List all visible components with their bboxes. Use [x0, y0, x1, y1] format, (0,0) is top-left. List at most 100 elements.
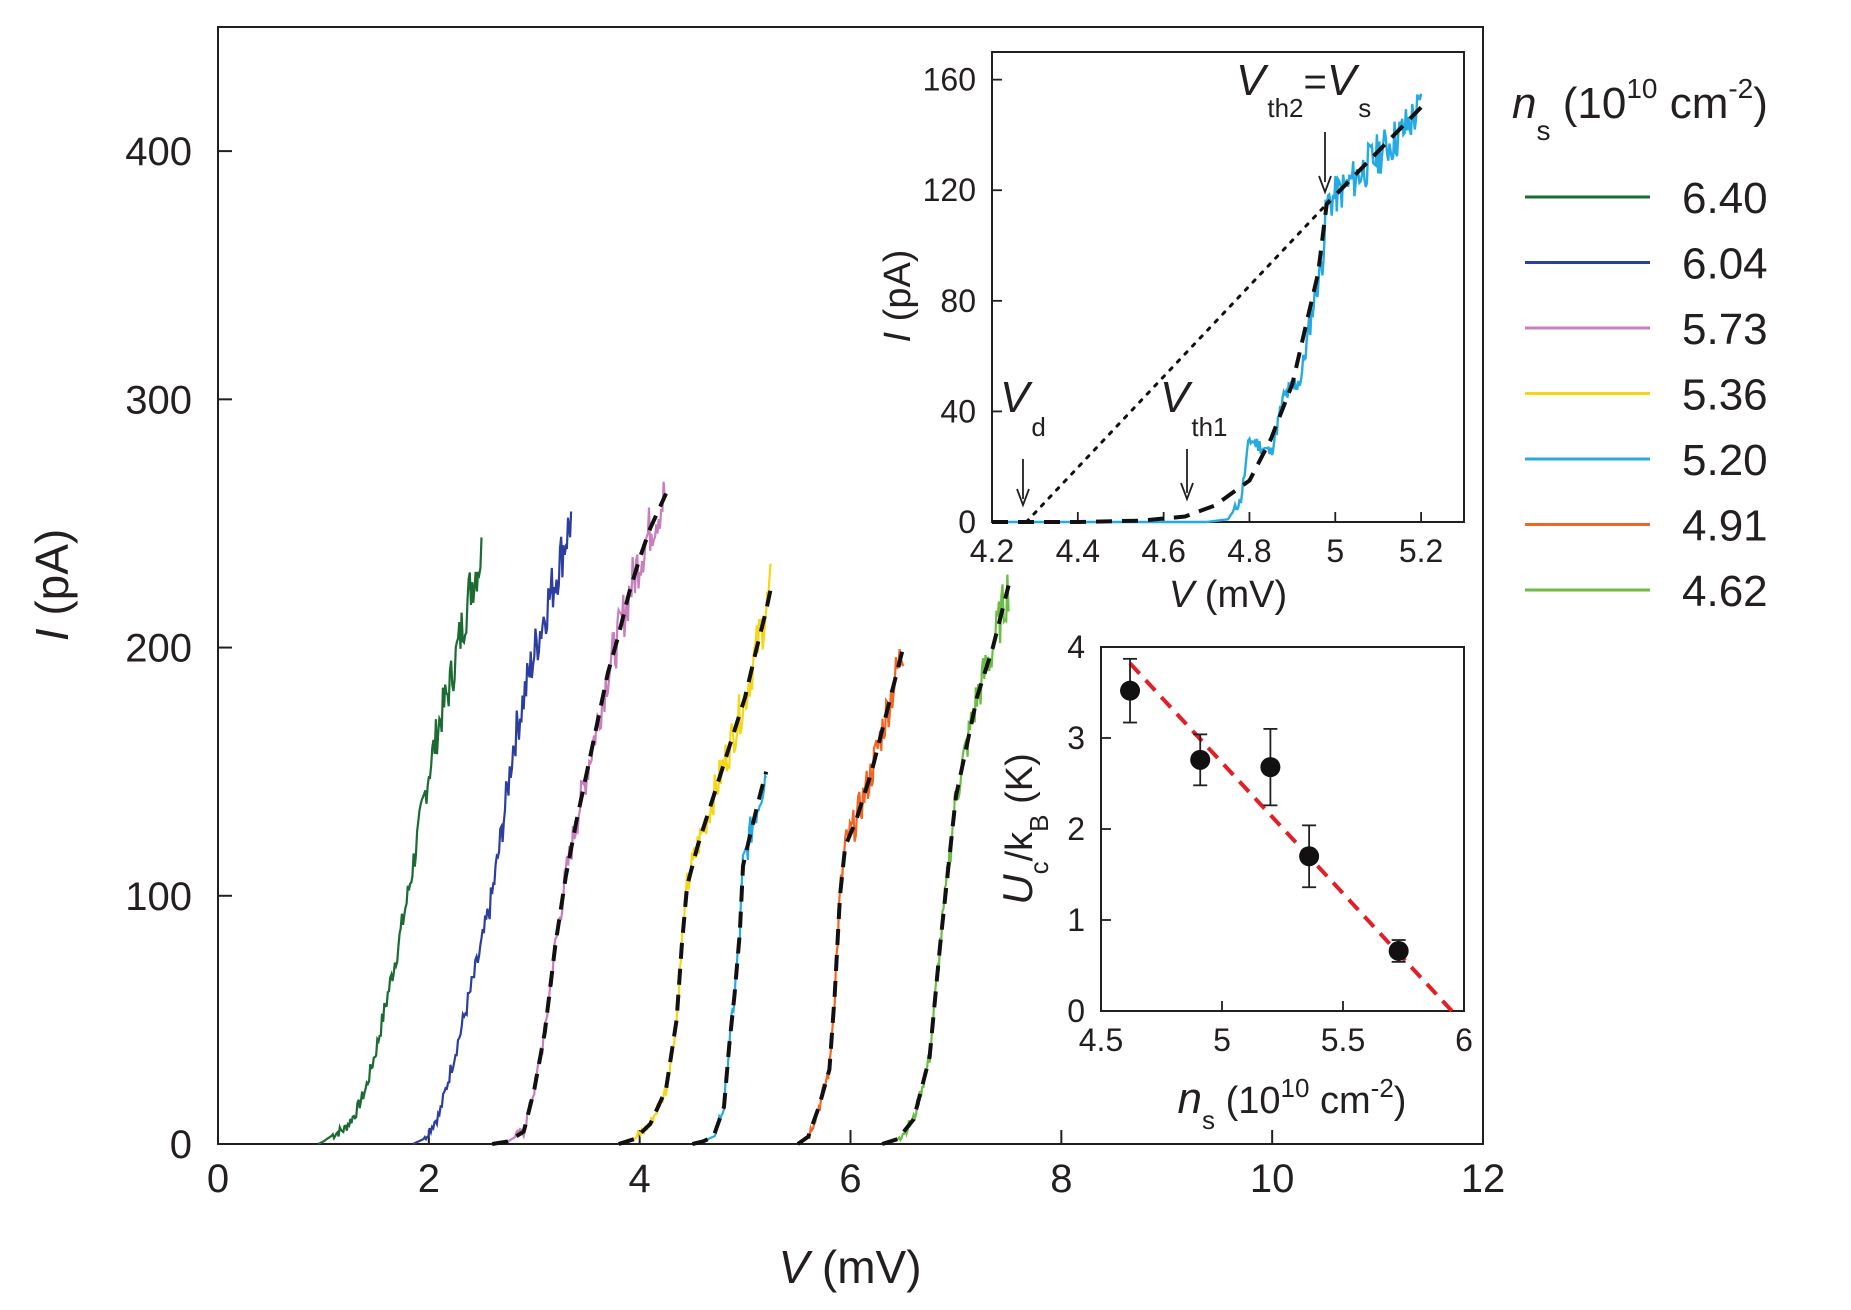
legend-label: 5.36 — [1682, 371, 1768, 420]
legend-title-exp2: -2 — [1728, 73, 1753, 104]
vth2-label-sub2: s — [1358, 93, 1371, 123]
uc-point — [1120, 657, 1141, 724]
inset-iv-plot: 4.2 4.4 4.6 4.8 5 5.2 0 40 80 120 160 V (mV) I (p… — [877, 51, 1465, 616]
series-6.04 — [412, 511, 573, 1145]
uc-y-label-c: c — [1024, 861, 1054, 874]
iv-y-tick-label: 0 — [958, 504, 976, 540]
legend-label: 4.62 — [1682, 567, 1768, 616]
legend-title-symbol: n — [1512, 79, 1536, 128]
main-y-tick-label: 300 — [125, 378, 192, 422]
main-x-tick-label: 12 — [1461, 1157, 1506, 1201]
legend-label: 5.73 — [1682, 305, 1768, 354]
legend-title-prefix: (10 — [1550, 79, 1626, 128]
legend-label: 6.40 — [1682, 174, 1768, 223]
legend-item: 4.62 — [1525, 567, 1768, 616]
vth2-label-sub: th2 — [1267, 93, 1303, 123]
main-y-tick-label: 400 — [125, 130, 192, 174]
uc-point — [1260, 728, 1281, 807]
legend: ns (1010 cm-2) 6.40 6.04 5.73 5.36 5.20 4.91 4… — [1512, 73, 1768, 616]
main-series-group — [317, 481, 1011, 1146]
fit-curve-4.62 — [881, 585, 1011, 1146]
uc-marker — [1260, 757, 1281, 778]
uc-y-label-u: U — [994, 874, 1041, 905]
extrapolation-line — [1024, 202, 1329, 524]
iv-y-tick-label: 40 — [940, 393, 976, 429]
vth1-label-sub: th1 — [1191, 412, 1227, 442]
iv-x-tick-label: 4.6 — [1141, 533, 1185, 569]
iv-x-tick-label: 4.4 — [1056, 533, 1100, 569]
main-x-tick-label: 10 — [1250, 1157, 1295, 1201]
uc-marker — [1190, 749, 1211, 770]
main-x-tick-label: 8 — [1050, 1157, 1072, 1201]
main-y-label: I (pA) — [26, 529, 78, 641]
inset-iv-y-label: I (pA) — [877, 250, 919, 343]
inset-iv-x-label-unit: (mV) — [1194, 574, 1287, 616]
main-x-label: V (mV) — [778, 1241, 921, 1293]
vth2-label: Vth2=Vs — [1236, 56, 1371, 123]
iv-fit-curve — [992, 105, 1423, 524]
fit-curve-5.73 — [491, 492, 668, 1146]
uc-y-tick-label: 3 — [1067, 720, 1085, 756]
main-y-tick-label: 0 — [170, 1123, 192, 1167]
legend-item: 5.20 — [1525, 436, 1768, 485]
legend-title-exp: 10 — [1626, 73, 1657, 104]
legend-item: 6.04 — [1525, 240, 1768, 289]
uc-y-label-k: /k — [999, 831, 1041, 862]
main-y-tick-label: 100 — [125, 875, 192, 919]
inset-iv-x-label: V (mV) — [1169, 574, 1287, 616]
annotation-vth1: Vth1 — [1160, 373, 1228, 502]
uc-x-tick-label: 5.5 — [1321, 1022, 1365, 1058]
uc-x-label-close: ) — [1394, 1080, 1407, 1122]
inset-iv-x-ticks: 4.2 4.4 4.6 4.8 5 5.2 — [970, 512, 1443, 569]
iv-x-tick-label: 4.8 — [1227, 533, 1271, 569]
inset-iv-y-ticks: 0 40 80 120 160 — [923, 62, 1002, 540]
inset-uc-y-ticks: 0 1 2 3 4 — [1067, 629, 1111, 1029]
uc-x-label-var: n — [1178, 1074, 1202, 1123]
iv-y-tick-label: 80 — [940, 283, 976, 319]
legend-title-suffix: ) — [1753, 79, 1768, 128]
main-y-tick-label: 200 — [125, 627, 192, 671]
main-x-ticks: 0 2 4 6 8 10 12 — [207, 1130, 1505, 1201]
vth2-arrowhead — [1318, 175, 1332, 195]
main-x-tick-label: 2 — [418, 1157, 440, 1201]
inset-uc-x-ticks: 4.5 5 5.5 6 — [1079, 1001, 1473, 1058]
series-4.91 — [796, 647, 906, 1146]
main-x-tick-label: 0 — [207, 1157, 229, 1201]
inset-uc-frame — [1100, 646, 1465, 1012]
vth1-label: Vth1 — [1160, 373, 1228, 442]
legend-item: 5.73 — [1525, 305, 1768, 354]
annotation-vd: Vd — [1000, 373, 1046, 508]
vth2-label-eq: = — [1304, 60, 1327, 104]
main-x-tick-label: 6 — [839, 1157, 861, 1201]
series-line-6.04 — [412, 511, 573, 1145]
inset-iv-y-label-var: I — [877, 331, 919, 342]
inset-iv-y-label-unit: (pA) — [877, 250, 919, 332]
iv-x-tick-label: 5 — [1326, 533, 1344, 569]
uc-x-tick-label: 5 — [1213, 1022, 1231, 1058]
uc-y-label-b: B — [1024, 814, 1054, 831]
uc-y-tick-label: 4 — [1067, 629, 1085, 665]
uc-y-label-unit: (K) — [999, 753, 1041, 814]
legend-label: 5.20 — [1682, 436, 1768, 485]
main-x-label-unit: (mV) — [809, 1241, 921, 1293]
inset-uc-content — [1120, 657, 1454, 1013]
series-5.36 — [617, 563, 774, 1146]
inset-uc-y-label: Uc/kB (K) — [994, 753, 1054, 904]
annotation-vth2: Vth2=Vs — [1236, 56, 1371, 195]
fit-curve-5.36 — [617, 585, 774, 1146]
uc-marker — [1299, 846, 1320, 867]
vd-label: Vd — [1000, 373, 1046, 442]
iv-x-tick-label: 5.2 — [1399, 533, 1443, 569]
inset-uc-x-label: ns (1010 cm-2) — [1178, 1073, 1407, 1135]
legend-item: 4.91 — [1525, 502, 1768, 551]
vd-arrowhead — [1016, 488, 1030, 508]
legend-items: 6.40 6.04 5.73 5.36 5.20 4.91 4.62 — [1525, 174, 1768, 616]
series-5.73 — [491, 481, 668, 1146]
iv-y-tick-label: 120 — [923, 172, 976, 208]
fit-curve-4.91 — [796, 647, 906, 1146]
series-line-6.40 — [317, 537, 483, 1146]
uc-x-label-unit2: cm — [1309, 1080, 1370, 1122]
uc-point — [1190, 733, 1211, 787]
